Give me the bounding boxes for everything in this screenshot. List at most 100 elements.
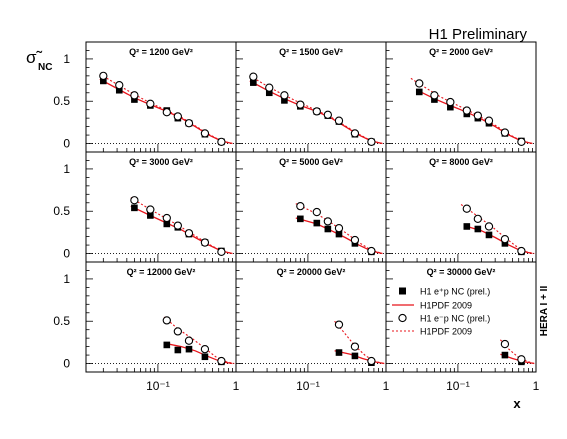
panel-frame [85,261,237,373]
eplus-point [463,223,471,230]
eminus-point [517,137,526,146]
eminus-point [367,356,376,366]
eminus-point [323,110,332,119]
eplus-point [250,79,257,86]
eminus-point [517,355,526,364]
eminus-point [130,196,139,205]
legend-square-marker [399,287,406,295]
eminus-point [200,345,210,354]
eminus-point [162,108,171,117]
panel-label: Q² = 12000 GeV² [127,267,196,277]
eplus-point [100,77,107,85]
fit-eplus-curve [334,350,385,365]
y-tick-label: 0 [63,247,70,261]
eminus-point [146,205,155,214]
eminus-point [265,83,274,92]
eminus-point [473,111,482,120]
legend-circle-marker [398,313,407,323]
eminus-point [249,72,258,81]
x-tick-label: 10⁻¹ [146,379,170,393]
panel-frame [385,151,537,263]
eminus-point [173,327,182,336]
y-tick-label: 1 [63,272,70,286]
panel-frame [235,41,387,153]
x-tick-label: 10⁻¹ [446,379,470,393]
y-tick-label: 1 [63,162,70,176]
eplus-point [335,230,343,238]
panel-grid: Q² = 1200 GeV² 0 0.5 1 Q² = 1500 GeV² Q² = 20… [53,41,540,393]
panel: Q² = 12000 GeV² 0 0.5 1 10⁻¹ 1 [53,261,240,393]
eminus-point [462,204,471,213]
eminus-point [430,91,439,100]
eminus-point [334,320,344,329]
eplus-point [485,231,493,239]
eplus-point [335,349,343,356]
eminus-point [217,137,226,146]
eplus-point [324,225,332,233]
panel-frame [85,151,237,263]
x-tick-label: 1 [533,379,540,393]
panel-frame [85,41,237,153]
eminus-point [350,235,360,245]
x-tick-label: 1 [233,379,240,393]
eminus-point [415,79,424,88]
panel: Q² = 8000 GeV² [385,151,537,263]
eplus-point [174,346,182,354]
eminus-point [173,221,182,230]
panel-label: Q² = 8000 GeV² [429,157,493,167]
eplus-point [297,215,304,223]
y-tick-label: 0.5 [53,94,70,108]
panel: Q² = 1200 GeV² 0 0.5 1 [53,41,237,153]
panel: Q² = 5000 GeV² [235,151,387,263]
eminus-point [500,128,510,137]
panel-frame [385,261,537,373]
y-axis-subscript: NC [38,62,52,73]
eminus-point [280,91,289,100]
eminus-point [323,217,332,226]
eplus-point [431,96,438,103]
y-tick-label: 0.5 [53,314,70,328]
eminus-point [500,339,510,349]
eminus-point [500,235,510,244]
panel: Q² = 2000 GeV² [385,41,537,153]
x-axis-label: x [513,396,521,411]
eplus-point [501,351,509,359]
y-tick-label: 0.5 [53,204,70,218]
eminus-point [367,246,376,256]
panel-frame [235,261,387,373]
legend: H1 e⁺p NC (prel.) H1PDF 2009 H1 e⁻p NC (pr… [392,287,490,337]
panel-label: Q² = 1500 GeV² [279,47,343,57]
y-tick-label: 1 [63,52,70,66]
panel-label: Q² = 2000 GeV² [429,47,493,57]
eminus-point [484,116,494,125]
eminus-point [200,129,210,138]
panel-label: Q² = 30000 GeV² [427,267,496,277]
legend-label: H1 e⁻p NC (prel.) [420,314,490,324]
eminus-point [517,246,526,256]
eplus-point [131,204,138,212]
eminus-point [350,342,360,351]
eplus-point [185,345,193,353]
eminus-point [146,99,155,108]
panel-label: Q² = 20000 GeV² [277,267,346,277]
eminus-point [162,213,171,223]
eminus-point [217,356,226,366]
fit-eminus-curve [249,75,383,145]
eminus-point [115,81,124,90]
side-label: HERA I + II [539,286,550,337]
panel-label: Q² = 5000 GeV² [279,157,343,167]
eminus-point [312,107,321,116]
fit-eplus-curve [416,89,533,145]
legend-label: H1 e⁺p NC (prel.) [420,287,490,297]
eplus-point [351,352,359,360]
y-tick-label: 0 [63,137,70,151]
eplus-point [131,96,138,103]
eplus-point [281,97,288,104]
x-tick-label: 1 [383,379,390,393]
eminus-point [334,224,344,233]
eminus-point [484,222,494,231]
eminus-point [99,71,108,80]
legend-label: H1PDF 2009 [420,327,472,337]
panel: Q² = 3000 GeV² 0 0.5 1 [53,151,237,263]
